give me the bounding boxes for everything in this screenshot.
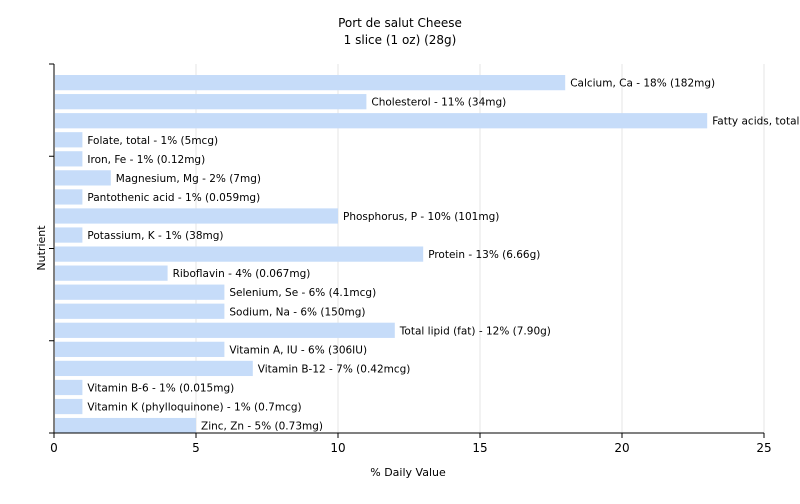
bar-label: Vitamin K (phylloquinone) - 1% (0.7mcg): [87, 402, 301, 414]
bar-label: Potassium, K - 1% (38mg): [87, 230, 223, 242]
x-tick-label: 20: [614, 441, 629, 455]
bar-label: Total lipid (fat) - 12% (7.90g): [399, 325, 551, 337]
bar: [55, 303, 225, 319]
bar: [55, 151, 83, 167]
bar-label: Folate, total - 1% (5mcg): [87, 135, 218, 147]
x-tick-label: 10: [330, 441, 345, 455]
bar-label: Zinc, Zn - 5% (0.73mg): [201, 421, 323, 433]
bar-label: Iron, Fe - 1% (0.12mg): [87, 154, 205, 166]
bar-label: Cholesterol - 11% (34mg): [371, 97, 506, 109]
bar: [55, 360, 253, 377]
x-tick-label: 5: [192, 441, 200, 455]
bar-label: Vitamin B-6 - 1% (0.015mg): [87, 382, 234, 394]
bar-label: Riboflavin - 4% (0.067mg): [173, 268, 311, 280]
chart-title: Port de salut Cheese: [338, 16, 462, 30]
bar: [55, 398, 83, 415]
bar: [55, 94, 367, 110]
bar-label: Selenium, Se - 6% (4.1mcg): [229, 287, 376, 299]
bar: [55, 341, 225, 357]
bar: [55, 75, 566, 91]
bar-label: Pantothenic acid - 1% (0.059mg): [87, 192, 260, 204]
bar: [55, 246, 424, 262]
bar: [55, 227, 83, 243]
bars: Calcium, Ca - 18% (182mg) Cholesterol - 1…: [55, 75, 800, 434]
bar: [55, 132, 83, 148]
bar: [55, 284, 225, 300]
bar: [55, 379, 83, 396]
x-tick-label: 15: [472, 441, 487, 455]
chart-subtitle: 1 slice (1 oz) (28g): [344, 33, 457, 47]
bar: [55, 113, 708, 129]
bar: [55, 417, 196, 434]
bar: [55, 208, 338, 224]
axes: 0 5 10 15 20 25: [49, 63, 772, 455]
bar-label: Calcium, Ca - 18% (182mg): [570, 78, 715, 90]
bar-label: Vitamin B-12 - 7% (0.42mcg): [258, 363, 411, 375]
x-tick-label: 25: [756, 441, 771, 455]
bar: [55, 322, 395, 338]
x-tick-label: 0: [50, 441, 58, 455]
x-axis-label: % Daily Value: [370, 466, 446, 479]
bar: [55, 265, 168, 281]
bar-label: Phosphorus, P - 10% (101mg): [343, 211, 499, 223]
bar-label: Fatty acids, total saturated - 23% (4.67…: [712, 116, 800, 128]
y-axis-label: Nutrient: [35, 225, 48, 271]
bar-label: Magnesium, Mg - 2% (7mg): [116, 173, 261, 185]
bar: [55, 189, 83, 205]
bar-label: Vitamin A, IU - 6% (306IU): [229, 344, 367, 356]
bar-label: Sodium, Na - 6% (150mg): [229, 306, 365, 318]
bar: [55, 170, 111, 186]
bar-label: Protein - 13% (6.66g): [428, 249, 540, 261]
